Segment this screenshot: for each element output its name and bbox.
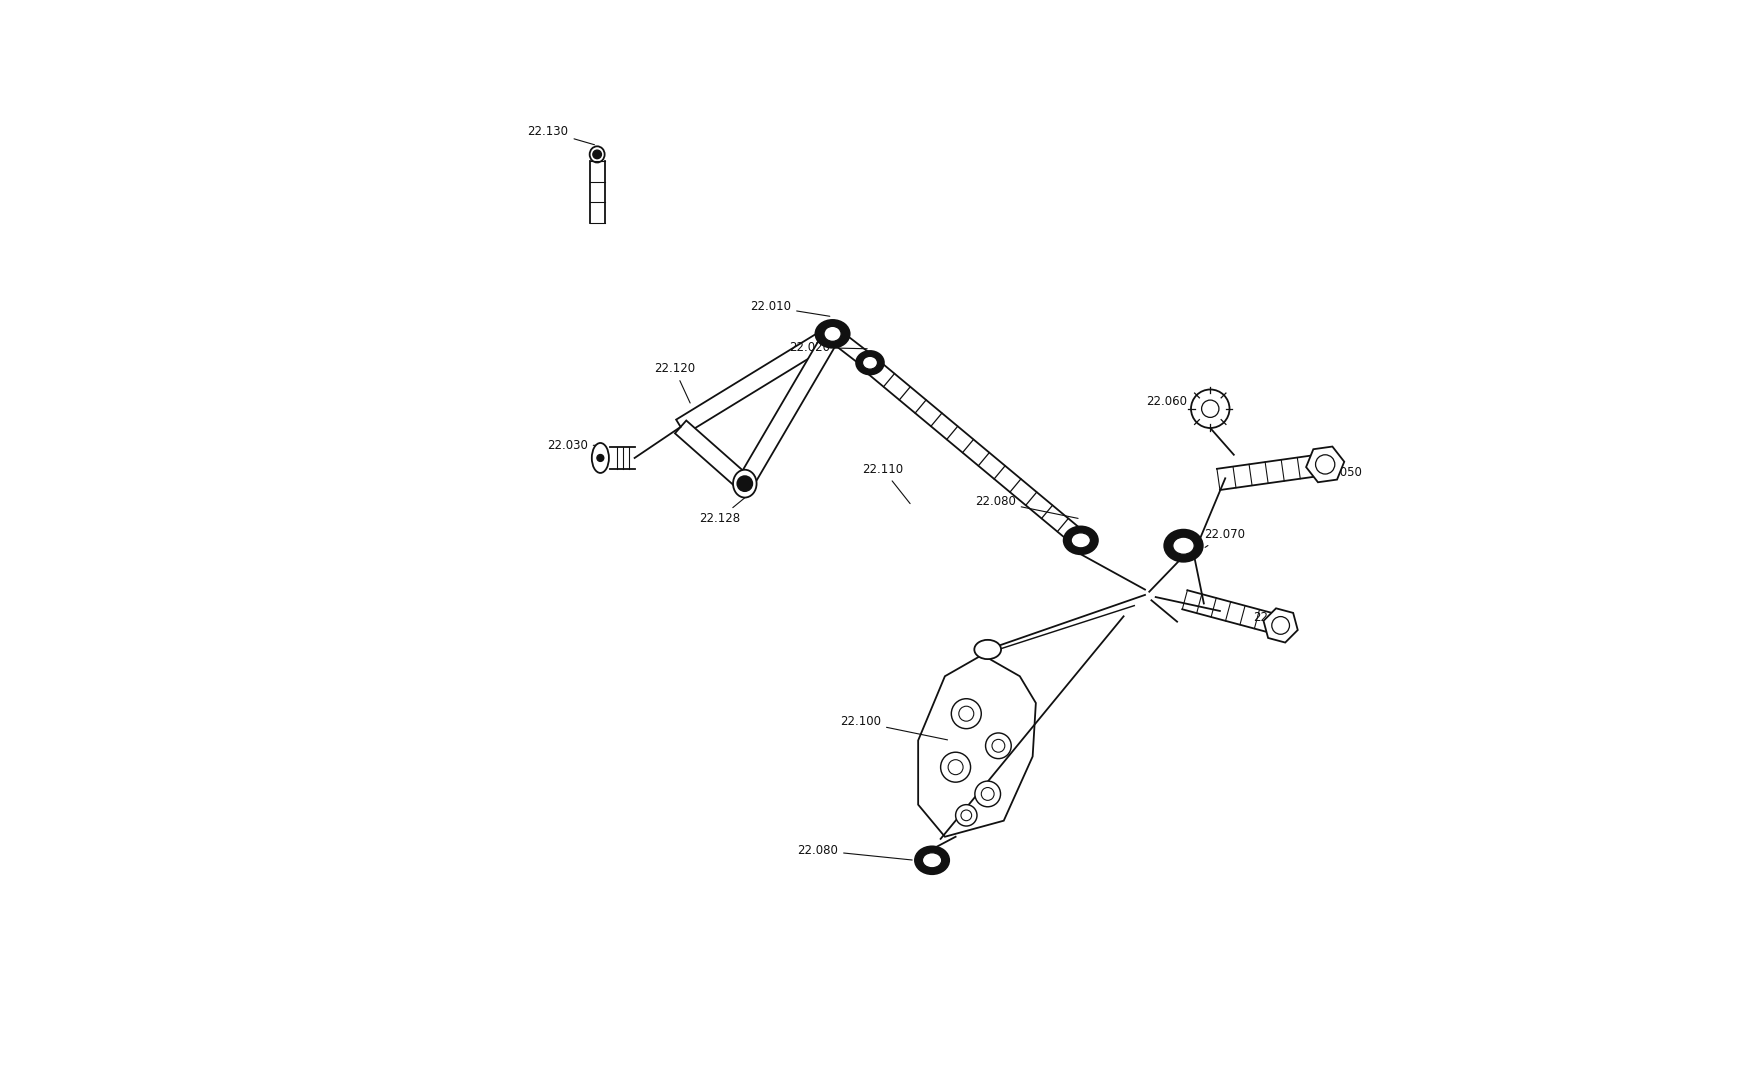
Text: 22.040: 22.040 xyxy=(1252,611,1294,624)
Circle shape xyxy=(941,752,970,782)
Text: 22.100: 22.100 xyxy=(840,716,948,739)
Ellipse shape xyxy=(1163,530,1202,562)
Ellipse shape xyxy=(816,320,849,348)
Text: 22.030: 22.030 xyxy=(546,440,600,453)
Ellipse shape xyxy=(922,853,941,868)
Polygon shape xyxy=(1263,609,1297,643)
Ellipse shape xyxy=(863,356,876,369)
Polygon shape xyxy=(1306,446,1344,483)
Ellipse shape xyxy=(1172,537,1193,554)
Circle shape xyxy=(1189,389,1229,428)
Polygon shape xyxy=(676,326,836,434)
Text: 22.128: 22.128 xyxy=(699,491,753,525)
Circle shape xyxy=(596,455,603,461)
Text: 22.130: 22.130 xyxy=(527,125,595,144)
Ellipse shape xyxy=(590,147,603,163)
Circle shape xyxy=(984,733,1010,759)
Circle shape xyxy=(951,699,981,729)
Text: 22.020: 22.020 xyxy=(788,341,866,354)
Text: 22.110: 22.110 xyxy=(863,463,909,504)
Circle shape xyxy=(955,805,976,826)
Polygon shape xyxy=(675,421,750,490)
Circle shape xyxy=(974,781,1000,807)
Text: 22.070: 22.070 xyxy=(1203,529,1243,548)
Circle shape xyxy=(737,476,751,491)
Polygon shape xyxy=(737,330,840,488)
Polygon shape xyxy=(828,327,875,369)
Ellipse shape xyxy=(732,470,756,498)
Ellipse shape xyxy=(974,640,1000,659)
Text: 22.080: 22.080 xyxy=(974,495,1078,518)
Ellipse shape xyxy=(1063,526,1097,554)
Text: 22.120: 22.120 xyxy=(654,363,694,403)
Polygon shape xyxy=(918,655,1035,837)
Text: 22.060: 22.060 xyxy=(1146,395,1186,408)
Circle shape xyxy=(593,150,602,158)
Ellipse shape xyxy=(1071,533,1090,548)
Text: 22.080: 22.080 xyxy=(796,844,911,860)
Ellipse shape xyxy=(856,351,883,374)
Ellipse shape xyxy=(915,846,949,874)
Ellipse shape xyxy=(824,326,840,341)
Text: 22.010: 22.010 xyxy=(750,301,830,317)
Ellipse shape xyxy=(591,443,609,473)
Text: 22.050: 22.050 xyxy=(1322,467,1362,479)
